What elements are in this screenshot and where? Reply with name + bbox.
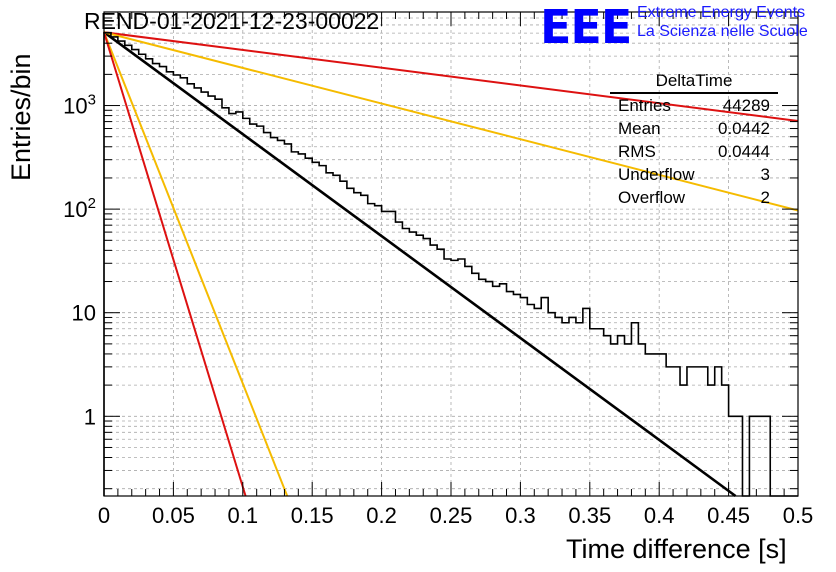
x-tick-label: 0.2	[366, 503, 397, 528]
y-axis-label: Entries/bin	[6, 53, 36, 181]
stats-value: 0.0444	[718, 142, 770, 161]
histogram-outline	[103, 31, 798, 497]
stats-label: Overflow	[618, 188, 686, 207]
stats-label: Underflow	[618, 165, 695, 184]
x-tick-label: 0.45	[707, 503, 750, 528]
x-tick-label: 0.1	[228, 503, 259, 528]
fit-curves	[103, 31, 799, 498]
stats-value: 44289	[722, 96, 770, 115]
stats-box: DeltaTime Entries 44289 Mean 0.0442 RMS 0.0…	[610, 71, 778, 209]
fit-line	[103, 31, 289, 497]
x-tick-label: 0	[98, 503, 110, 528]
grid	[104, 11, 798, 496]
y-tick-label: 1	[84, 404, 96, 429]
x-tick-label: 0.15	[291, 503, 334, 528]
eee-logo: EEE	[540, 0, 632, 54]
stats-row: RMS 0.0444	[610, 140, 778, 163]
x-tick-label: 0.3	[505, 503, 536, 528]
plot-title: REND-01-2021-12-23-00022	[84, 8, 380, 34]
stats-value: 0.0442	[718, 119, 770, 138]
logo-line-2: La Scienza nelle Scuole	[637, 23, 808, 40]
fit-line	[103, 31, 247, 497]
stats-row: Entries 44289	[610, 94, 778, 117]
stats-row: Mean 0.0442	[610, 117, 778, 140]
x-axis-label: Time difference [s]	[566, 534, 787, 564]
stats-label: RMS	[618, 142, 656, 161]
x-tick-label: 0.5	[783, 503, 814, 528]
stats-value: 3	[760, 165, 770, 184]
fit-line	[103, 31, 799, 212]
stats-value: 2	[760, 188, 770, 207]
x-tick-label: 0.4	[644, 503, 675, 528]
stats-row: Underflow 3	[610, 163, 778, 186]
logo-text: Extreme Energy Events La Scienza nelle S…	[637, 3, 808, 41]
x-tick-label: 0.25	[430, 503, 473, 528]
y-tick-label: 10	[72, 301, 96, 326]
fit-line	[103, 31, 737, 498]
y-tick-label: 102	[63, 195, 96, 222]
stats-row: Overflow 2	[610, 186, 778, 209]
axes: 0 0.05 0.1 0.15 0.2 0.25 0.3 0.35 0.4 0.45 0.5 1 10 1…	[63, 11, 814, 528]
stats-label: Mean	[618, 119, 661, 138]
y-tick-label: 103	[63, 92, 96, 119]
histogram	[103, 31, 798, 497]
stats-label: Entries	[618, 96, 671, 115]
x-tick-label: 0.35	[568, 503, 611, 528]
x-tick-label: 0.05	[152, 503, 195, 528]
stats-title: DeltaTime	[610, 71, 778, 94]
logo-line-1: Extreme Energy Events	[637, 4, 806, 21]
fit-line	[103, 31, 799, 122]
